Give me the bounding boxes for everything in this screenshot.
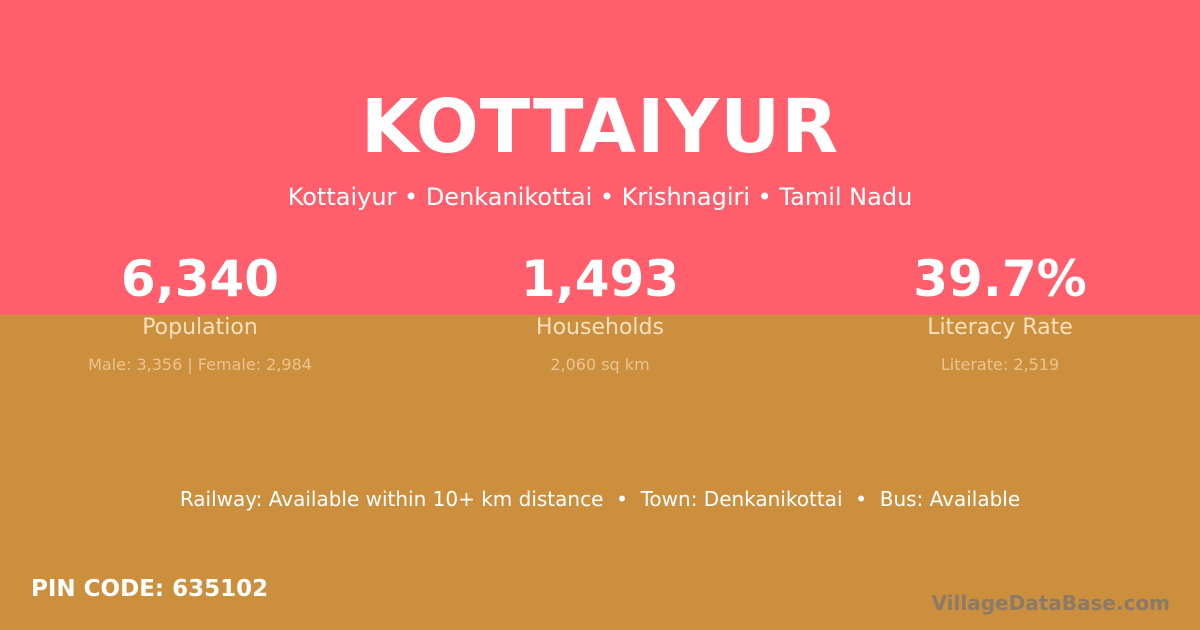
stat-detail: 2,060 sq km — [550, 355, 650, 374]
location-breadcrumb: Kottaiyur • Denkanikottai • Krishnagiri … — [287, 183, 913, 211]
stat-detail: Male: 3,356 | Female: 2,984 — [88, 355, 312, 374]
stat-label: Households — [536, 315, 664, 340]
stat-label: Literacy Rate — [927, 315, 1073, 340]
stat-detail: Literate: 2,519 — [940, 355, 1060, 374]
stat-value: 1,493 — [520, 250, 680, 308]
village-title: KOTTAIYUR — [360, 84, 840, 170]
footer-band — [0, 315, 1200, 630]
stat-value: 6,340 — [120, 250, 280, 308]
pin-code: PIN CODE: 635102 — [31, 576, 269, 602]
stat-value: 39.7% — [913, 250, 1087, 308]
amenities-line: Railway: Available within 10+ km distanc… — [179, 487, 1021, 511]
site-logo: VillageDataBase.com — [931, 591, 1170, 615]
stat-label: Population — [142, 315, 258, 340]
header-band — [0, 0, 1200, 315]
